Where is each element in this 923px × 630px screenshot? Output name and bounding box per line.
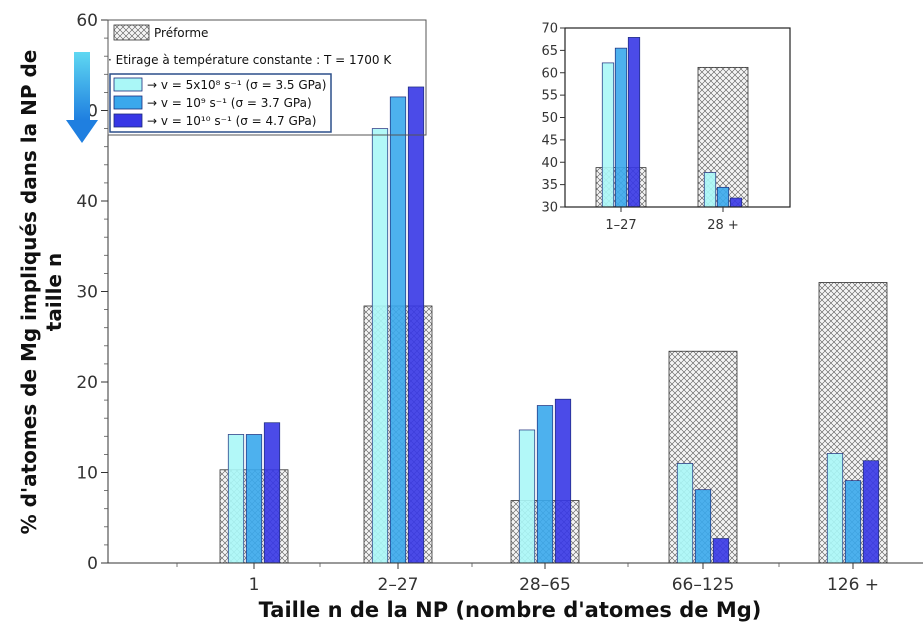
series-bar bbox=[826, 453, 844, 564]
x-tick-label: 66–125 bbox=[672, 575, 735, 595]
legend-label: → v = 10¹⁰ s⁻¹ (σ = 4.7 GPa) bbox=[147, 114, 316, 128]
inset-preform-bars bbox=[565, 28, 790, 208]
series-bar bbox=[862, 460, 880, 564]
series-bar bbox=[844, 480, 862, 564]
down-arrow-icon bbox=[66, 52, 98, 143]
series-bar bbox=[676, 463, 694, 564]
series-bar bbox=[227, 434, 245, 564]
legend-swatch bbox=[113, 95, 143, 110]
inset-series-bar bbox=[627, 37, 641, 208]
x-tick-label: 126 + bbox=[827, 575, 879, 595]
preform-bars bbox=[219, 282, 888, 564]
series-bar bbox=[536, 405, 554, 564]
legend-series-box bbox=[109, 73, 332, 133]
inset-y-tick-label: 35 bbox=[541, 178, 558, 193]
series-bars bbox=[227, 86, 880, 564]
inset-x-tick-label: 1–27 bbox=[605, 218, 636, 233]
legend-label-preform: Préforme bbox=[154, 26, 208, 40]
inset-series-bar bbox=[614, 47, 628, 208]
legend: Préforme · Etirage à température constan… bbox=[107, 19, 427, 136]
inset-y-tick-label: 50 bbox=[541, 111, 558, 126]
y-tick-label: 20 bbox=[76, 373, 98, 393]
y-tick-label: 0 bbox=[87, 554, 98, 574]
inset-y-tick-label: 55 bbox=[541, 89, 558, 104]
inset-y-tick-label: 30 bbox=[541, 201, 558, 216]
y-tick-label: 60 bbox=[76, 11, 98, 31]
series-bar bbox=[712, 538, 730, 564]
inset-y-tick-label: 70 bbox=[541, 22, 558, 37]
legend-swatch bbox=[113, 113, 143, 128]
x-tick-label: 2–27 bbox=[378, 575, 419, 595]
series-bar bbox=[518, 429, 536, 564]
inset-plot: 30 35 40 45 50 55 60 65 70 1–27 28 + bbox=[541, 22, 791, 233]
legend-swatch-preform bbox=[113, 24, 150, 41]
inset-series-bar bbox=[729, 197, 743, 208]
main-x-ticks: 1 2–27 28–65 66–125 126 + bbox=[176, 563, 879, 595]
y-axis-label: % d'atomes de Mg impliqués dans la NP de… bbox=[17, 50, 66, 535]
series-bar bbox=[371, 128, 389, 564]
x-axis-label: Taille n de la NP (nombre d'atomes de Mg… bbox=[259, 598, 762, 622]
legend-note: · Etirage à température constante : T = … bbox=[108, 53, 392, 67]
series-bar bbox=[263, 422, 281, 564]
inset-x-ticks: 1–27 28 + bbox=[605, 207, 739, 233]
inset-x-tick-label: 28 + bbox=[707, 218, 739, 233]
x-tick-label: 28–65 bbox=[519, 575, 571, 595]
legend-label: → v = 5x10⁸ s⁻¹ (σ = 3.5 GPa) bbox=[147, 78, 326, 92]
series-bar bbox=[389, 96, 407, 564]
inset-y-tick-label: 40 bbox=[541, 156, 558, 171]
y-tick-label: 10 bbox=[76, 464, 98, 484]
series-bar bbox=[407, 86, 425, 564]
inset-y-tick-label: 60 bbox=[541, 66, 558, 81]
x-tick-label: 1 bbox=[249, 575, 260, 595]
inset-y-tick-label: 65 bbox=[541, 44, 558, 59]
series-bar bbox=[245, 434, 263, 564]
inset-series-bar bbox=[601, 62, 615, 208]
legend-frame bbox=[107, 19, 427, 136]
main-plot: 0 10 20 30 40 50 60 1 2–27 28–65 66–125 126 + bbox=[76, 11, 923, 595]
series-bar bbox=[694, 489, 712, 564]
inset-y-tick-label: 45 bbox=[541, 133, 558, 148]
inset-y-ticks: 30 35 40 45 50 55 60 65 70 bbox=[541, 22, 565, 216]
legend-swatch bbox=[113, 77, 143, 92]
inset-series-bar bbox=[703, 172, 717, 208]
y-tick-label: 40 bbox=[76, 192, 98, 212]
y-tick-label: 30 bbox=[76, 283, 98, 303]
legend-label: → v = 10⁹ s⁻¹ (σ = 3.7 GPa) bbox=[147, 96, 312, 110]
inset-series-bar bbox=[716, 186, 730, 208]
series-bar bbox=[554, 398, 572, 564]
legend-series: → v = 5x10⁸ s⁻¹ (σ = 3.5 GPa) → v = 10⁹ s… bbox=[113, 77, 326, 128]
